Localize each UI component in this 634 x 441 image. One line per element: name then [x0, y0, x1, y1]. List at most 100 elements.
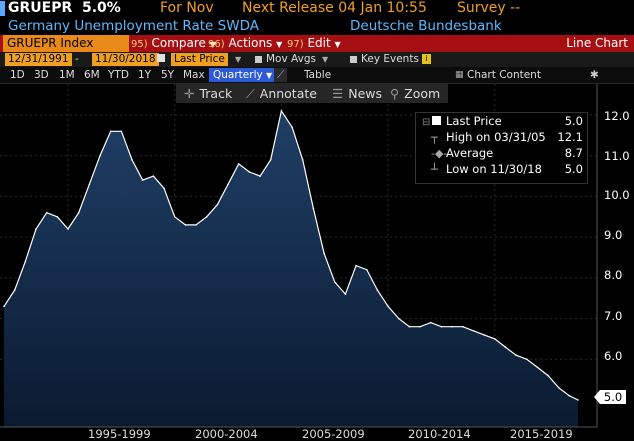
data-point — [56, 216, 59, 218]
data-point — [366, 268, 368, 271]
ticker-marker — [0, 1, 5, 16]
low-value: 5.0 — [564, 162, 583, 176]
end-date-field[interactable]: 11/30/2018 — [92, 53, 159, 66]
frequency-select[interactable]: Quarterly ▼ — [209, 68, 277, 82]
chevron-down-icon: ▼ — [276, 40, 283, 49]
chevron-down-icon: ▼ — [266, 71, 273, 80]
data-point — [269, 159, 272, 161]
y-tick-label: 8.0 — [604, 268, 623, 282]
last-price-value: 5.0 — [564, 114, 583, 128]
for-period: For Nov — [160, 0, 214, 16]
field-select[interactable]: Last Price — [171, 53, 228, 66]
x-tick-label: 2010-2014 — [408, 427, 471, 441]
period-1d[interactable]: 1D — [10, 69, 25, 81]
current-value: 5.0% — [82, 0, 121, 16]
annotate-label: Annotate — [259, 86, 317, 101]
data-point — [120, 130, 123, 133]
chevron-down-icon: ▼ — [209, 40, 216, 49]
track-button[interactable]: ✛ Track — [184, 84, 232, 103]
period-ytd[interactable]: YTD — [108, 69, 129, 81]
y-tick-label: 6.0 — [604, 349, 623, 363]
data-point — [451, 325, 453, 328]
data-point — [45, 211, 48, 214]
compare-menu[interactable]: 95) Compare ▼ — [131, 35, 216, 52]
actions-number: 96) — [208, 39, 225, 50]
period-5y[interactable]: 5Y — [161, 69, 175, 81]
news-button[interactable]: ☰ News — [332, 84, 382, 103]
chart-content-icon: ▦ — [455, 70, 464, 80]
news-icon: ☰ — [332, 86, 344, 101]
period-toolbar: 1D 3D 1M 6M YTD 1Y 5Y Max Quarterly ▼ ⟋ … — [0, 67, 634, 84]
period-3d[interactable]: 3D — [34, 69, 49, 81]
data-point — [248, 171, 251, 173]
period-max[interactable]: Max — [183, 69, 205, 81]
edit-menu[interactable]: 97) Edit ▼ — [287, 35, 341, 52]
data-point — [558, 387, 560, 389]
zoom-label: Zoom — [404, 86, 441, 101]
info-icon: i — [421, 54, 431, 64]
y-tick-label: 11.0 — [604, 149, 630, 163]
ticker-symbol: GRUEPR — [8, 0, 73, 16]
line-chart-icon[interactable]: ⟋ — [274, 68, 288, 82]
annotate-button[interactable]: ⟋ Annotate — [246, 84, 317, 103]
data-point — [67, 228, 69, 230]
y-tick-label: 12.0 — [604, 109, 630, 123]
function-menu-bar: GRUEPR Index 95) Compare ▼ 96) Actions ▼… — [0, 35, 634, 52]
chart-legend[interactable]: ⊟ Last Price 5.0 ┬ High on 03/31/05 12.1… — [415, 112, 588, 184]
checkbox-icon — [255, 55, 262, 63]
data-point — [526, 358, 528, 361]
high-label: High on 03/31/05 — [446, 130, 546, 144]
start-date-field[interactable]: 12/31/1991 — [5, 53, 72, 66]
mov-avgs-toggle[interactable]: Mov Avgs — [255, 53, 316, 66]
track-label: Track — [199, 86, 233, 101]
compare-number: 95) — [131, 39, 148, 50]
date-range-bar: 12/31/1991 - 11/30/2018 Last Price ▼ Mov… — [0, 52, 634, 67]
data-point — [141, 179, 144, 181]
actions-menu[interactable]: 96) Actions ▼ — [208, 35, 282, 52]
chevron-down-icon: ▼ — [334, 40, 341, 49]
collapse-icon[interactable]: ⊟ — [422, 117, 431, 128]
chart-type-label: Line Chart — [566, 36, 628, 50]
period-6m[interactable]: 6M — [84, 69, 100, 81]
data-point — [259, 175, 261, 177]
average-label: Average — [446, 146, 494, 160]
data-point — [547, 374, 549, 377]
data-point — [462, 325, 464, 328]
x-tick-label: 1995-1999 — [88, 427, 151, 441]
zoom-button[interactable]: ⚲ Zoom — [390, 84, 440, 103]
data-point — [494, 338, 496, 340]
data-point — [387, 305, 389, 308]
data-point — [504, 346, 507, 348]
calendar-icon[interactable] — [157, 53, 165, 66]
period-1y[interactable]: 1Y — [138, 69, 152, 81]
data-point — [77, 211, 80, 214]
last-value-tag: 5.0 — [594, 390, 626, 404]
data-point — [398, 317, 400, 320]
checkbox-icon — [350, 55, 357, 63]
data-point — [291, 126, 293, 128]
data-point — [163, 187, 165, 190]
data-point — [227, 183, 229, 185]
next-release: Next Release 04 Jan 10:55 — [242, 0, 427, 16]
average-value: 8.7 — [564, 146, 583, 160]
area-fill — [4, 110, 578, 428]
gear-icon[interactable]: ✱ — [590, 69, 599, 81]
table-button[interactable]: Table — [304, 69, 332, 81]
data-point — [312, 207, 315, 210]
chart-content-button[interactable]: Chart Content — [467, 69, 541, 81]
key-events-toggle[interactable]: Key Events i — [350, 53, 431, 66]
high-value: 12.1 — [557, 130, 583, 144]
edit-number: 97) — [287, 39, 304, 50]
news-label: News — [348, 86, 382, 101]
security-index-field[interactable]: GRUEPR Index — [3, 35, 129, 52]
chevron-down-icon[interactable]: ▼ — [235, 55, 242, 64]
average-marker-icon: -◆- — [431, 147, 448, 160]
data-point — [333, 281, 336, 283]
pencil-icon: ⟋ — [246, 86, 255, 101]
data-point — [13, 289, 16, 291]
search-icon: ⚲ — [390, 86, 400, 101]
period-1m[interactable]: 1M — [59, 69, 75, 81]
data-point — [577, 399, 579, 401]
chevron-down-icon[interactable]: ▼ — [322, 55, 329, 64]
data-point — [205, 216, 208, 218]
